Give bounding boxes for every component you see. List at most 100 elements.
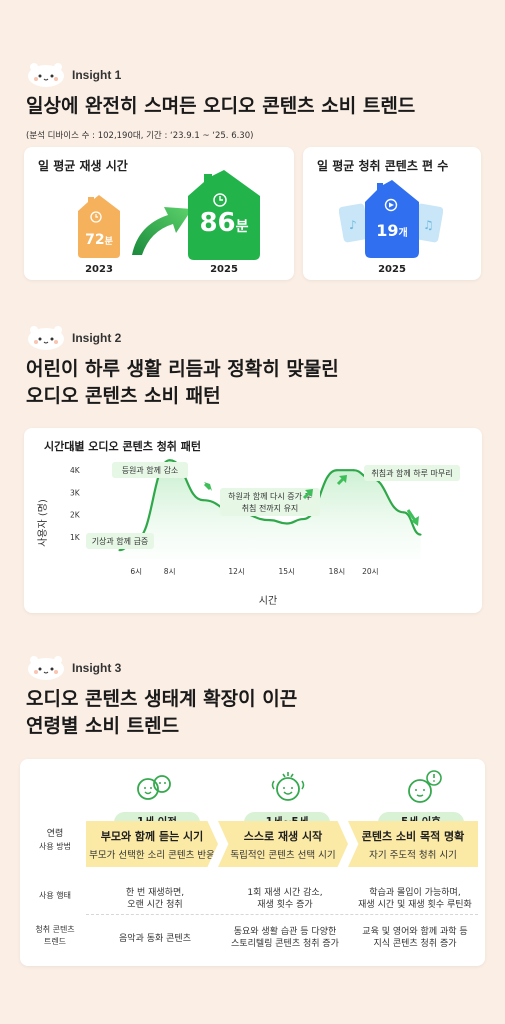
play-time-title: 일 평균 재생 시간 — [38, 159, 128, 173]
insight-1-tag: Insight 1 — [26, 62, 121, 88]
trend-arrows — [203, 475, 419, 526]
content-toddler-2: 스토리텔링 콘텐츠 청취 증가 — [231, 939, 339, 949]
chart-area — [119, 460, 421, 559]
insight-1-label: Insight 1 — [72, 68, 122, 82]
insight-3-title-line2: 연령별 소비 트렌드 — [26, 715, 180, 737]
year-2023-label: 2023 — [85, 264, 113, 275]
behavior-toddler-1: 1회 재생 시간 감소, — [247, 888, 323, 898]
annotation-wakeup: 기상과 함께 급증 — [92, 536, 149, 546]
insight-1-title: 일상에 완전히 스며든 오디오 콘텐츠 소비 트렌드 — [26, 95, 416, 117]
chart-point — [302, 518, 305, 521]
chart-point — [402, 511, 405, 514]
insight-2-title-line1: 어린이 하루 생활 리듬과 정확히 맞물린 — [26, 358, 339, 380]
y-axis-label: 사용자 (명) — [37, 499, 49, 547]
content-child-2: 지식 콘텐츠 청취 증가 — [373, 939, 457, 949]
down-arrow-icon — [411, 516, 419, 526]
method-desc-toddler: 독립적인 콘텐츠 선택 시기 — [230, 850, 336, 861]
year-2025-label: 2025 — [210, 264, 238, 275]
annotation-return-2: 취침 전까지 유지 — [242, 503, 299, 513]
content-count-card: 일 평균 청취 콘텐츠 편 수 ♪ ♫ 19개 2025 — [303, 147, 481, 280]
behavior-infant-1: 한 번 재생하면, — [125, 888, 185, 898]
content-count-title: 일 평균 청취 콘텐츠 편 수 — [317, 159, 449, 173]
listening-chart: 1K 2K 3K 4K 5K 6시 8시 12시 15시 18시 20시 기상과 함께 급증 등원… — [37, 444, 460, 607]
row-label-behavior: 사용 행태 — [39, 891, 71, 900]
y-tick-label: 4K — [70, 466, 81, 475]
method-banner-infant: 부모와 함께 듣는 시기 부모가 선택한 소리 콘텐츠 반응 — [86, 821, 218, 867]
content-toddler-1: 동요와 생활 습관 등 다양한 — [233, 927, 337, 937]
insight-2-title-line2: 오디오 콘텐츠 소비 패턴 — [26, 385, 221, 407]
row-label-method: 사용 방법 — [39, 842, 71, 851]
content-child-1: 교육 및 영어와 함께 과학 등 — [362, 927, 468, 937]
house-2023-icon — [78, 195, 120, 258]
insight-3-title-line1: 오디오 콘텐츠 생태계 확장이 이끈 — [26, 688, 298, 710]
analysis-note: (분석 디바이스 수 : 102,190대, 기간 : ‘23.9.1 ~ ‘2… — [26, 131, 254, 141]
music-card-left-icon: ♪ — [339, 203, 369, 243]
method-title-infant: 부모와 함께 듣는 시기 — [100, 830, 204, 843]
mascot-icon — [28, 656, 64, 680]
listening-pattern-card: 시간대별 오디오 콘텐츠 청취 패턴 1K 2K 3K 4K 5K 6시 8시 12시 15시… — [24, 428, 482, 613]
x-tick-label: 18시 — [329, 567, 345, 576]
parent-child-icon — [137, 775, 171, 800]
x-tick-label: 20시 — [362, 567, 378, 576]
x-tick-label: 6시 — [130, 567, 142, 576]
house-2025-icon — [188, 170, 260, 260]
method-banner-child: 콘텐츠 소비 목적 명확 자기 주도적 청취 시기 — [348, 821, 478, 867]
chart-point — [269, 519, 271, 522]
play-time-2023-value: 72분 — [85, 232, 113, 248]
method-desc-child: 자기 주도적 청취 시기 — [369, 850, 457, 861]
method-title-toddler: 스스로 재생 시작 — [243, 830, 323, 843]
happy-child-icon — [271, 772, 305, 801]
annotation-bubble — [112, 462, 188, 478]
chart-point — [352, 469, 355, 472]
row-label-content-2: 트렌드 — [43, 937, 67, 946]
chart-point — [168, 459, 171, 462]
behavior-toddler-2: 재생 횟수 증가 — [257, 900, 313, 910]
growth-arrow-icon — [132, 207, 192, 255]
behavior-child-1: 학습과 몰입이 가능하며, — [369, 888, 461, 898]
behavior-infant-2: 오랜 시간 청취 — [127, 900, 183, 910]
insight-2-label: Insight 2 — [72, 331, 122, 345]
row-divider — [86, 914, 478, 915]
annotation-bubble — [86, 533, 154, 549]
method-title-child: 콘텐츠 소비 목적 명확 — [361, 830, 465, 843]
insight-3-tag: Insight 3 — [26, 655, 121, 681]
annotation-bedtime: 취침과 함께 하루 마무리 — [371, 468, 452, 478]
annotation-bubble — [220, 488, 320, 516]
music-card-right-icon: ♫ — [413, 203, 443, 243]
method-banner-toddler: 스스로 재생 시작 독립적인 콘텐츠 선택 시기 — [218, 821, 348, 867]
chart-point — [118, 549, 121, 552]
play-time-card: 일 평균 재생 시간 72분 2023 86분 2025 — [24, 147, 294, 280]
y-tick-label: 1K — [70, 533, 81, 542]
chart-title: 시간대별 오디오 콘텐츠 청취 패턴 — [44, 440, 201, 453]
content-count-value: 19개 — [376, 221, 408, 240]
method-desc-infant: 부모가 선택한 소리 콘텐츠 반응 — [89, 850, 215, 861]
annotation-return-1: 하원과 함께 다시 증가 후 — [228, 491, 312, 501]
house-content-icon — [365, 180, 419, 258]
row-label-content-1: 청취 콘텐츠 — [35, 925, 75, 934]
y-tick-label: 3K — [70, 488, 81, 497]
chart-point — [335, 469, 338, 472]
insight-2-tag: Insight 2 — [26, 325, 121, 351]
x-axis-label: 시간 — [259, 595, 277, 607]
behavior-child-2: 재생 시간 및 재생 횟수 루틴화 — [358, 900, 472, 910]
annotation-bubble — [364, 465, 460, 481]
chart-point — [419, 533, 422, 536]
year-2025-count-label: 2025 — [378, 264, 406, 275]
mascot-icon — [28, 326, 64, 350]
play-time-2025-value: 86분 — [199, 208, 249, 238]
y-tick-label: 2K — [70, 511, 81, 520]
annotation-daycare: 등원과 함께 감소 — [122, 465, 179, 475]
chart-point — [285, 522, 288, 525]
y-tick-label: 5K — [70, 444, 81, 453]
up-arrow-icon — [339, 475, 347, 483]
svg-text:♪: ♪ — [349, 218, 357, 232]
x-tick-label: 12시 — [228, 567, 244, 576]
content-infant: 음악과 동화 콘텐츠 — [119, 934, 191, 944]
x-tick-label: 8시 — [164, 567, 176, 576]
focused-child-icon — [408, 770, 442, 803]
up-arrow-icon — [305, 489, 313, 497]
svg-text:♫: ♫ — [423, 218, 434, 232]
x-tick-label: 15시 — [279, 567, 295, 576]
chart-point — [202, 499, 205, 502]
mascot-icon — [28, 63, 64, 87]
